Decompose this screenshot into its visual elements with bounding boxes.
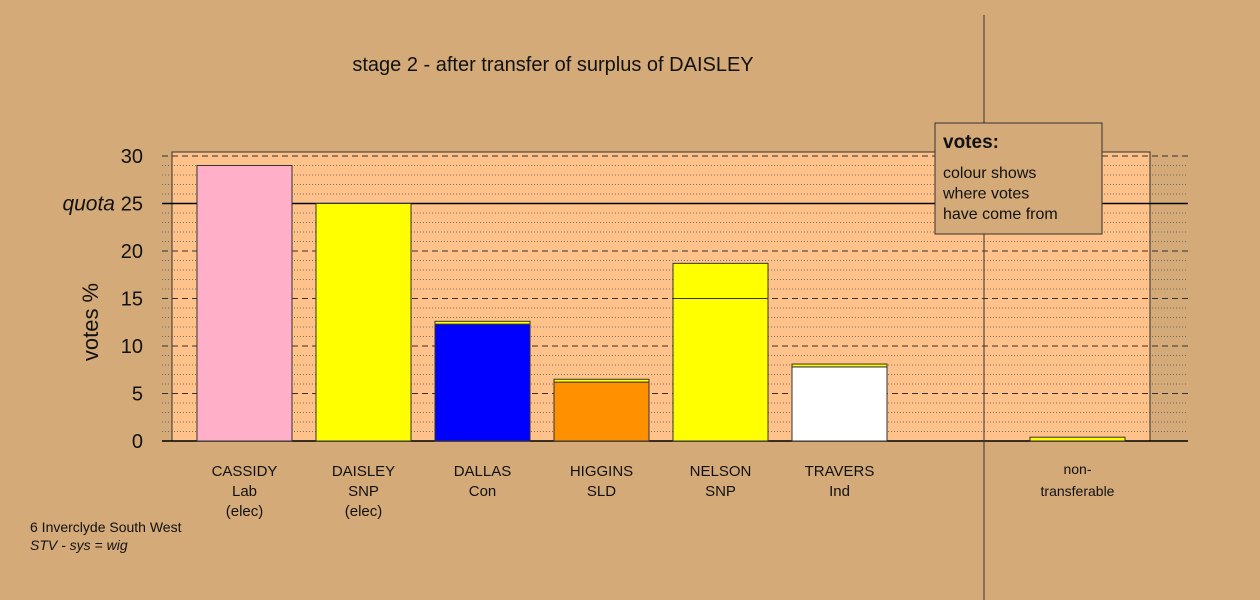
bar-segment-travers-1 [791, 363, 888, 368]
category-party-label: SNP [348, 483, 379, 500]
y-tick-label: 20 [121, 241, 143, 263]
y-tick-label: 30 [121, 146, 143, 168]
constituency-label: 6 Inverclyde South West [30, 519, 182, 535]
bar-segment-dallas-0 [434, 323, 531, 442]
y-tick-label: 15 [121, 289, 143, 311]
legend-line: where votes [942, 186, 1029, 203]
category-name-label: DAISLEY [332, 463, 395, 480]
y-axis-label: votes % [78, 283, 103, 361]
bar-segment-higgins-0 [553, 381, 650, 442]
non-transferable-label-line2: transferable [1041, 483, 1115, 499]
category-name-label: DALLAS [454, 463, 512, 480]
non-transferable-label-line1: non- [1063, 461, 1091, 477]
category-status-label: (elec) [345, 503, 383, 520]
category-name-label: HIGGINS [570, 463, 633, 480]
bar-segment-cassidy-0 [196, 165, 293, 442]
category-status-label: (elec) [226, 503, 264, 520]
category-name-label: NELSON [690, 463, 752, 480]
category-party-label: Con [469, 483, 497, 500]
bar-segment-dallas-1 [434, 320, 531, 325]
y-tick-label: 5 [132, 384, 143, 406]
category-party-label: SLD [587, 483, 616, 500]
legend-title: votes: [943, 132, 999, 153]
system-label: STV - sys = wig [30, 537, 128, 553]
bar-segment-nelson-0 [672, 298, 769, 442]
bar-segment-nelson-1 [672, 262, 769, 300]
legend-line: colour shows [943, 165, 1036, 182]
y-tick-label: 0 [132, 431, 143, 453]
category-name-label: TRAVERS [805, 463, 875, 480]
bar-segment-travers-0 [791, 366, 888, 442]
category-name-label: CASSIDY [212, 463, 278, 480]
bar-non-transferable [1029, 436, 1126, 442]
bar-segment-higgins-1 [553, 378, 650, 383]
category-party-label: Lab [232, 483, 257, 500]
category-party-label: Ind [829, 483, 850, 500]
chart-title: stage 2 - after transfer of surplus of D… [352, 54, 753, 76]
chart-footer: 6 Inverclyde South West STV - sys = wig [30, 518, 181, 554]
quota-label: quota [62, 193, 115, 216]
y-tick-label: 25 [121, 194, 143, 216]
legend-line: have come from [943, 206, 1058, 223]
category-party-label: SNP [705, 483, 736, 500]
bar-segment-daisley-0 [315, 203, 412, 442]
y-tick-label: 10 [121, 336, 143, 358]
legend-box [934, 122, 1103, 235]
